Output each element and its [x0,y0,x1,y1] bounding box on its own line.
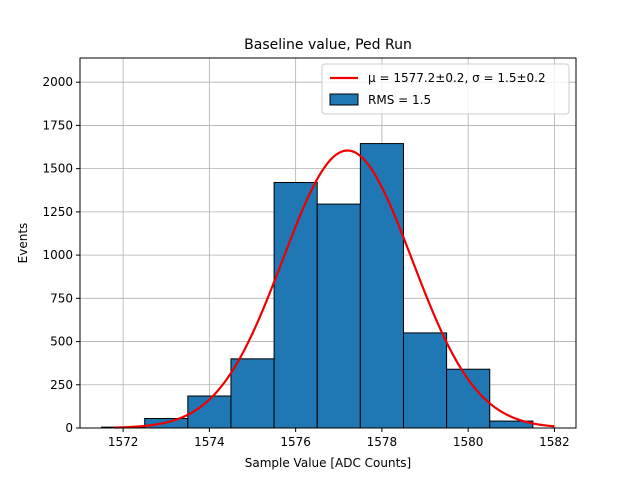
legend-fit-label: μ = 1577.2±0.2, σ = 1.5±0.2 [368,71,546,85]
legend-box [321,63,570,115]
histogram-bar [402,332,448,429]
histogram-bar [316,203,361,429]
y-tick-label: 1000 [42,248,73,262]
y-tick-label: 500 [50,335,73,349]
x-tick-label: 1582 [539,435,570,449]
x-tick-label: 1574 [194,435,225,449]
y-tick-label: 2000 [42,75,73,89]
y-tick-label: 250 [50,378,73,392]
legend: μ = 1577.2±0.2, σ = 1.5±0.2 RMS = 1.5 [321,63,570,115]
y-tick-label: 1500 [42,162,73,176]
axis-ticks: 1572 1574 1576 1578 1580 1582 0 250 500 750 1000 12… [42,75,569,449]
x-tick-label: 1580 [453,435,484,449]
chart-title: Baseline value, Ped Run [244,37,412,53]
legend-histogram-label: RMS = 1.5 [368,93,431,107]
histogram-bar [187,395,232,429]
x-tick-label: 1578 [367,435,398,449]
y-tick-label: 750 [50,291,73,305]
plot-frame [79,57,577,429]
y-tick-label: 1750 [42,118,73,132]
y-axis-label: Events [16,223,30,264]
histogram-bar [230,358,275,429]
histogram-bar [273,181,318,429]
x-tick-label: 1576 [280,435,311,449]
legend-histogram-swatch [329,93,359,106]
x-tick-label: 1572 [108,435,139,449]
y-tick-label: 0 [65,421,73,435]
fit-curve-line [114,149,555,429]
x-axis-label: Sample Value [ADC Counts] [245,456,411,470]
y-tick-label: 1250 [42,205,73,219]
gaussian-fit [114,149,555,429]
